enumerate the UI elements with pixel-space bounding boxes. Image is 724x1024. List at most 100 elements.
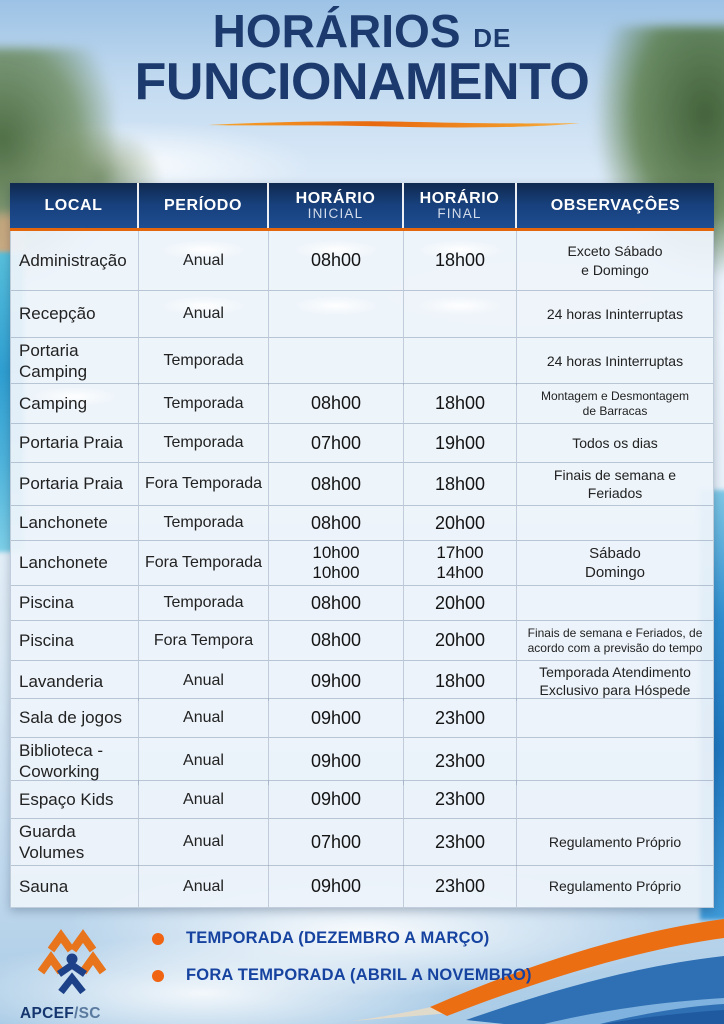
cell-observacoes: Finais de semana e Feriados	[516, 463, 713, 505]
cell-horario-inicial: 07h00	[268, 819, 403, 866]
cell-observacoes: Regulamento Próprio	[516, 866, 713, 907]
table-row: Sala de jogos Anual 09h00 23h00	[11, 698, 713, 737]
table-row: Lanchonete Temporada 08h00 20h00	[11, 505, 713, 540]
cell-observacoes: Temporada Atendimento Exclusivo para Hós…	[516, 661, 713, 702]
cell-periodo: Anual	[138, 699, 268, 737]
page-title: HORÁRIOS DE FUNCIONAMENTO	[0, 8, 724, 108]
logo-brand-text: APCEF	[20, 1005, 75, 1022]
table-row: Piscina Temporada 08h00 20h00	[11, 585, 713, 620]
cell-horario-inicial: 08h00	[268, 621, 403, 660]
cell-periodo: Fora Tempora	[138, 621, 268, 660]
title-de: DE	[473, 23, 512, 53]
cell-horario-inicial: 10h00 10h00	[268, 541, 403, 585]
schedule-table: LOCAL PERÍODO HORÁRIO INICIAL HORÁRIO FINA…	[10, 183, 714, 908]
cell-observacoes: Exceto Sábado e Domingo	[516, 231, 713, 290]
table-row: Recepção Anual 24 horas Ininterruptas	[11, 290, 713, 337]
cell-local: Lanchonete	[19, 553, 108, 573]
cell-horario-inicial: 09h00	[268, 699, 403, 737]
cell-horario-inicial: 09h00	[268, 661, 403, 702]
cell-periodo: Anual	[138, 819, 268, 866]
table-row: Sauna Anual 09h00 23h00 Regulamento Próp…	[11, 865, 713, 907]
cell-horario-final: 23h00	[403, 699, 516, 737]
cell-periodo: Fora Temporada	[138, 463, 268, 505]
cell-observacoes: Finais de semana e Feriados, de acordo c…	[516, 621, 713, 660]
apcef-logo: APCEF/SC	[20, 928, 124, 1023]
cell-periodo: Fora Temporada	[138, 541, 268, 585]
cell-local: Lanchonete	[19, 513, 108, 533]
table-row: Portaria Praia Fora Temporada 08h00 18h0…	[11, 462, 713, 505]
legend: TEMPORADA (DEZEMBRO A MARÇO) FORA TEMPOR…	[152, 929, 532, 1003]
cell-local: Camping	[11, 384, 138, 423]
cell-periodo: Anual	[138, 781, 268, 818]
cell-horario-inicial: 07h00	[268, 424, 403, 462]
table-row: Administração Anual 08h00 18h00 Exceto S…	[11, 231, 713, 290]
cell-horario-inicial: 08h00	[268, 384, 403, 423]
legend-label: FORA TEMPORADA (ABRIL A NOVEMBRO)	[186, 966, 532, 984]
cell-horario-inicial: 08h00	[268, 231, 403, 290]
cell-horario-final: 18h00	[403, 384, 516, 423]
title-line-2: FUNCIONAMENTO	[134, 53, 590, 111]
cell-observacoes: Montagem e Desmontagem de Barracas	[516, 384, 713, 423]
cell-horario-final: 19h00	[403, 424, 516, 462]
cell-local: Portaria Camping	[19, 341, 88, 382]
cell-observacoes	[516, 586, 713, 620]
cell-periodo: Temporada	[138, 506, 268, 540]
cell-local: Administração	[19, 250, 127, 270]
cell-local: Biblioteca - Coworking	[19, 741, 104, 782]
cell-periodo: Temporada	[138, 384, 268, 423]
cell-observacoes	[516, 781, 713, 818]
table-row: Lanchonete Fora Temporada 10h00 10h00 17…	[11, 540, 713, 585]
cell-horario-final: 23h00	[403, 819, 516, 866]
legend-item-temporada: TEMPORADA (DEZEMBRO A MARÇO)	[152, 929, 532, 948]
header-horario-final: HORÁRIO FINAL	[402, 183, 515, 228]
cell-horario-final: 18h00	[403, 463, 516, 505]
cell-periodo: Anual	[138, 231, 268, 290]
logo-suffix-text: /SC	[74, 1005, 101, 1022]
cell-observacoes: Sábado Domingo	[516, 541, 713, 585]
cell-observacoes: Regulamento Próprio	[516, 819, 713, 866]
cell-local: Sala de jogos	[19, 708, 123, 728]
cell-horario-inicial: 08h00	[268, 506, 403, 540]
cell-observacoes	[516, 738, 713, 785]
table-row: Portaria Praia Temporada 07h00 19h00 Tod…	[11, 423, 713, 462]
cell-observacoes: 24 horas Ininterruptas	[516, 291, 713, 337]
cell-periodo: Anual	[138, 866, 268, 907]
cell-horario-inicial	[268, 338, 403, 385]
cell-horario-inicial: 09h00	[268, 781, 403, 818]
table-row: Espaço Kids Anual 09h00 23h00	[11, 780, 713, 818]
cell-local: Portaria Praia	[19, 474, 123, 494]
cell-horario-final: 23h00	[403, 866, 516, 907]
header-observacoes: OBSERVAÇÔES	[515, 183, 714, 228]
cell-periodo: Anual	[138, 291, 268, 337]
table-body: Administração Anual 08h00 18h00 Exceto S…	[10, 231, 714, 908]
cell-horario-final: 20h00	[403, 621, 516, 660]
cell-horario-final	[403, 291, 516, 337]
cell-horario-final: 18h00	[403, 661, 516, 702]
legend-item-fora-temporada: FORA TEMPORADA (ABRIL A NOVEMBRO)	[152, 966, 532, 985]
cell-periodo: Temporada	[138, 586, 268, 620]
cell-horario-final: 23h00	[403, 781, 516, 818]
cell-horario-final: 20h00	[403, 506, 516, 540]
cell-periodo: Anual	[138, 738, 268, 785]
header-horario-inicial: HORÁRIO INICIAL	[267, 183, 402, 228]
cell-local: Piscina	[19, 630, 74, 650]
bullet-dot-icon	[152, 932, 164, 945]
cell-horario-inicial	[268, 291, 403, 337]
cell-local: Espaço Kids	[19, 789, 114, 809]
cell-horario-final: 17h00 14h00	[403, 541, 516, 585]
cell-horario-inicial: 08h00	[268, 586, 403, 620]
cell-observacoes	[516, 699, 713, 737]
apcef-wordmark: APCEF/SC	[20, 1005, 124, 1023]
cell-local: Portaria Praia	[19, 433, 123, 453]
legend-label: TEMPORADA (DEZEMBRO A MARÇO)	[186, 929, 490, 947]
table-row: Camping Temporada 08h00 18h00 Montagem e…	[11, 383, 713, 423]
cell-horario-final: 20h00	[403, 586, 516, 620]
table-row: Biblioteca - Coworking Anual 09h00 23h00	[11, 737, 713, 785]
cell-local: Lavanderia	[19, 671, 104, 691]
apcef-asterisk-icon	[37, 929, 107, 995]
cell-horario-final: 18h00	[403, 231, 516, 290]
title-underline-swoosh	[208, 121, 580, 128]
cell-local: Piscina	[19, 593, 74, 613]
cell-local: Sauna	[19, 876, 69, 896]
